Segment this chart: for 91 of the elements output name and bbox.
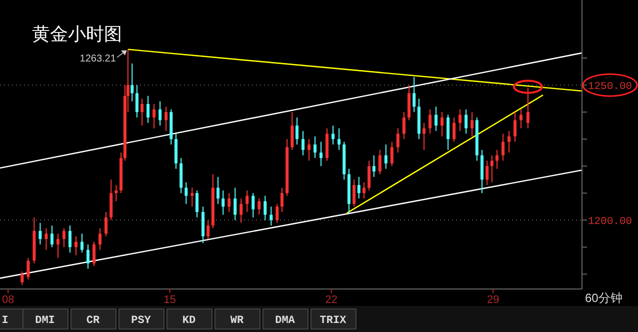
- candlestick: [62, 228, 66, 248]
- candlestick: [152, 103, 156, 129]
- candlestick: [140, 98, 144, 126]
- candlestick: [446, 114, 450, 150]
- text: DMI: [35, 315, 55, 327]
- candlestick: [352, 179, 356, 208]
- x-tick-label: 08: [2, 294, 14, 306]
- candlestick: [470, 112, 474, 137]
- candlestick: [264, 195, 267, 221]
- candlestick: [308, 138, 311, 162]
- candlestick: [502, 133, 505, 162]
- candlestick: [296, 116, 299, 145]
- candlestick: [80, 233, 84, 254]
- candlestick: [362, 182, 366, 200]
- candlestick: [372, 154, 376, 178]
- candlestick: [246, 190, 249, 213]
- candlestick: [86, 244, 90, 270]
- candlestick: [458, 108, 462, 132]
- candlestick: [164, 106, 168, 132]
- candlestick: [270, 206, 273, 226]
- text: PSY: [131, 315, 152, 327]
- candlestick: [357, 176, 360, 200]
- candlestick: [452, 116, 456, 142]
- candlestick: [234, 187, 237, 221]
- candlestick: [412, 76, 416, 113]
- candlestick: [258, 198, 261, 216]
- candlestick: [434, 106, 438, 132]
- candlestick: [98, 228, 102, 250]
- candlestick: [56, 233, 60, 258]
- x-tick-label: 22: [325, 294, 338, 306]
- candlestick: [74, 236, 78, 256]
- candlestick: [514, 112, 517, 142]
- candlestick: [38, 222, 42, 245]
- candlestick: [206, 220, 210, 240]
- candlestick: [526, 87, 530, 129]
- candlestick: [496, 149, 499, 170]
- text: I: [2, 315, 8, 327]
- y-tick-label: 1200.00: [588, 216, 632, 228]
- x-tick-label: 15: [164, 294, 176, 306]
- text: TRIX: [320, 315, 347, 327]
- text: DMA: [275, 315, 296, 327]
- candlestick: [146, 95, 150, 124]
- annotation: 1263.21: [80, 53, 116, 64]
- text: CR: [86, 315, 100, 327]
- candlestick: [158, 100, 162, 126]
- candlestick: [68, 225, 72, 254]
- candlestick: [368, 160, 371, 191]
- candlestick: [486, 160, 489, 186]
- candlestick: [302, 130, 305, 156]
- candlestick: [332, 125, 335, 145]
- candlestick: [92, 241, 96, 267]
- candlestick: [314, 136, 317, 159]
- candlestick: [216, 176, 220, 204]
- text: 60分钟: [585, 291, 622, 305]
- text: WR: [230, 315, 244, 327]
- candlestick: [440, 112, 444, 137]
- y-tick-label: 1250.00: [588, 81, 632, 94]
- candlestick: [114, 184, 118, 202]
- candlestick: [384, 144, 388, 170]
- candlestick: [396, 128, 400, 154]
- candlestick: [135, 84, 138, 118]
- candlestick: [464, 108, 468, 134]
- candlestick: [26, 257, 30, 280]
- candlestick: [222, 190, 225, 216]
- text: 黄金小时图: [32, 24, 122, 44]
- x-tick-label: 29: [486, 294, 500, 306]
- candlestick: [252, 192, 255, 218]
- candlestick: [130, 62, 134, 102]
- candlestick: [280, 187, 284, 213]
- candlestick: [490, 154, 494, 183]
- candlestick: [520, 108, 523, 129]
- candlestick: [104, 212, 108, 237]
- candlestick: [190, 187, 194, 208]
- candlestick: [290, 112, 294, 150]
- candlestick: [228, 192, 231, 213]
- candlestick: [378, 149, 382, 175]
- candlestick: [508, 130, 511, 154]
- candlestick: [390, 141, 394, 167]
- candlestick: [320, 141, 323, 167]
- candlestick: [196, 190, 198, 218]
- candlestick: [428, 108, 432, 134]
- candlestick: [20, 270, 24, 286]
- candlestick: [50, 225, 54, 248]
- text: KD: [182, 315, 196, 327]
- candlestick: [338, 128, 341, 150]
- candlestick: [184, 182, 188, 204]
- candlestick: [240, 198, 243, 224]
- candlestick: [422, 122, 426, 150]
- candlestick: [276, 203, 279, 224]
- candlestick: [402, 112, 406, 140]
- candlestick: [44, 228, 48, 250]
